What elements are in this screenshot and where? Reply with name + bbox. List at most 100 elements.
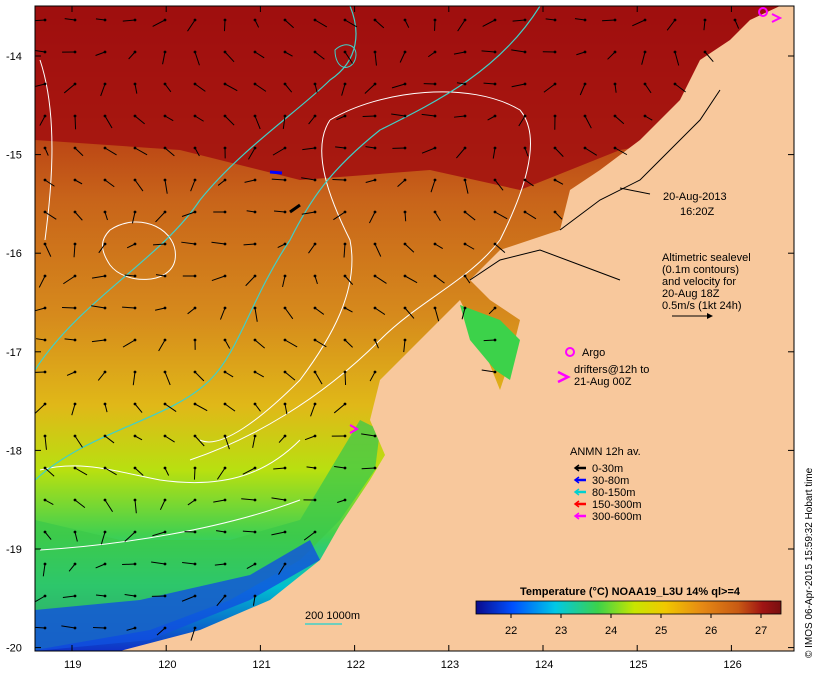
velocity-arrow-origin <box>344 467 347 470</box>
velocity-arrow-origin <box>344 51 347 54</box>
velocity-arrow-origin <box>524 211 527 214</box>
velocity-arrow-origin <box>434 243 437 246</box>
velocity-arrow-origin <box>44 435 47 438</box>
velocity-arrow-origin <box>164 19 167 22</box>
velocity-arrow-origin <box>44 19 47 22</box>
velocity-arrow-origin <box>374 211 377 214</box>
velocity-arrow-origin <box>524 115 527 118</box>
velocity-arrow-origin <box>224 467 227 470</box>
lat-tick-label: -20 <box>6 643 22 655</box>
velocity-arrow-origin <box>494 147 497 150</box>
velocity-arrow-origin <box>284 339 287 342</box>
velocity-arrow-origin <box>314 339 317 342</box>
velocity-arrow-origin <box>44 83 47 86</box>
velocity-arrow-origin <box>284 275 287 278</box>
velocity-arrow-origin <box>134 147 137 150</box>
velocity-arrow-origin <box>554 51 557 54</box>
anmn-label: 0-30m <box>592 463 623 475</box>
velocity-arrow-origin <box>464 115 467 118</box>
velocity-arrow-origin <box>74 243 77 246</box>
velocity-arrow-origin <box>254 403 257 406</box>
velocity-arrow-origin <box>674 51 677 54</box>
velocity-arrow-origin <box>164 627 167 630</box>
lon-tick-label: 120 <box>158 659 176 671</box>
velocity-arrow-origin <box>374 19 377 22</box>
colorbar-title: Temperature (°C) NOAA19_L3U 14% ql>=4 <box>520 586 741 598</box>
velocity-arrow-origin <box>194 147 197 150</box>
velocity-arrow-origin <box>74 51 77 54</box>
credit-strip: © IMOS 06-Apr-2015 15:59:32 Hobart time <box>802 420 816 660</box>
velocity-arrow-origin <box>434 19 437 22</box>
velocity-arrow-origin <box>104 179 107 182</box>
velocity-arrow-origin <box>404 19 407 22</box>
velocity-arrow-origin <box>164 499 167 502</box>
velocity-arrow-origin <box>74 83 77 86</box>
velocity-arrow-origin <box>134 243 137 246</box>
velocity-arrow-origin <box>44 595 47 598</box>
velocity-arrow-origin <box>74 563 77 566</box>
velocity-arrow-origin <box>614 51 617 54</box>
velocity-arrow-origin <box>374 243 377 246</box>
velocity-arrow-origin <box>434 83 437 86</box>
velocity-arrow-origin <box>404 275 407 278</box>
velocity-arrow <box>122 564 135 565</box>
velocity-arrow-origin <box>464 211 467 214</box>
velocity-arrow-origin <box>74 531 77 534</box>
velocity-arrow-origin <box>344 115 347 118</box>
velocity-arrow-origin <box>644 83 647 86</box>
velocity-arrow-origin <box>314 307 317 310</box>
velocity-arrow-origin <box>134 499 137 502</box>
velocity-arrow-origin <box>404 211 407 214</box>
velocity-arrow-origin <box>554 147 557 150</box>
velocity-arrow-origin <box>194 595 197 598</box>
velocity-arrow-origin <box>464 147 467 150</box>
velocity-arrow-origin <box>104 243 107 246</box>
velocity-arrow-origin <box>104 627 107 630</box>
velocity-arrow-origin <box>284 83 287 86</box>
velocity-arrow-origin <box>194 435 197 438</box>
velocity-arrow-origin <box>104 19 107 22</box>
velocity-arrow-origin <box>344 499 347 502</box>
velocity-arrow-origin <box>164 83 167 86</box>
velocity-arrow-origin <box>344 19 347 22</box>
velocity-arrow-origin <box>284 563 287 566</box>
velocity-arrow-origin <box>254 211 257 214</box>
velocity-arrow-origin <box>134 211 137 214</box>
velocity-arrow-origin <box>434 147 437 150</box>
velocity-arrow-origin <box>44 339 47 342</box>
velocity-arrow-origin <box>194 19 197 22</box>
velocity-arrow-origin <box>164 339 167 342</box>
velocity-arrow-origin <box>314 179 317 182</box>
velocity-arrow-origin <box>404 179 407 182</box>
lon-tick-label: 119 <box>64 659 82 671</box>
velocity-arrow-origin <box>464 19 467 22</box>
velocity-arrow-origin <box>704 19 707 22</box>
lon-tick-label: 126 <box>723 659 741 671</box>
velocity-arrow-origin <box>494 371 497 374</box>
velocity-arrow-origin <box>314 531 317 534</box>
velocity-arrow-origin <box>134 531 137 534</box>
velocity-arrow-origin <box>194 403 197 406</box>
velocity-arrow-origin <box>434 307 437 310</box>
velocity-arrow-origin <box>344 83 347 86</box>
velocity-arrow-origin <box>74 211 77 214</box>
velocity-arrow-origin <box>404 339 407 342</box>
velocity-arrow-origin <box>134 83 137 86</box>
velocity-arrow-origin <box>224 211 227 214</box>
velocity-arrow-origin <box>314 83 317 86</box>
velocity-arrow-origin <box>194 51 197 54</box>
velocity-arrow-origin <box>164 51 167 54</box>
velocity-arrow-origin <box>134 51 137 54</box>
velocity-arrow-origin <box>314 403 317 406</box>
colorbar-tick-label: 25 <box>655 625 667 637</box>
velocity-arrow-origin <box>224 563 227 566</box>
velocity-arrow <box>75 116 76 129</box>
velocity-arrow-origin <box>74 339 77 342</box>
velocity-arrow-origin <box>314 371 317 374</box>
velocity-arrow-origin <box>134 371 137 374</box>
altimetry-line: Altimetric sealevel <box>662 252 751 264</box>
velocity-arrow-origin <box>164 243 167 246</box>
velocity-arrow-origin <box>104 467 107 470</box>
velocity-arrow-origin <box>314 275 317 278</box>
velocity-arrow-origin <box>164 595 167 598</box>
